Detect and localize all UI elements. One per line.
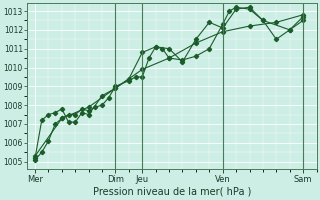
X-axis label: Pression niveau de la mer( hPa ): Pression niveau de la mer( hPa ) — [92, 187, 251, 197]
